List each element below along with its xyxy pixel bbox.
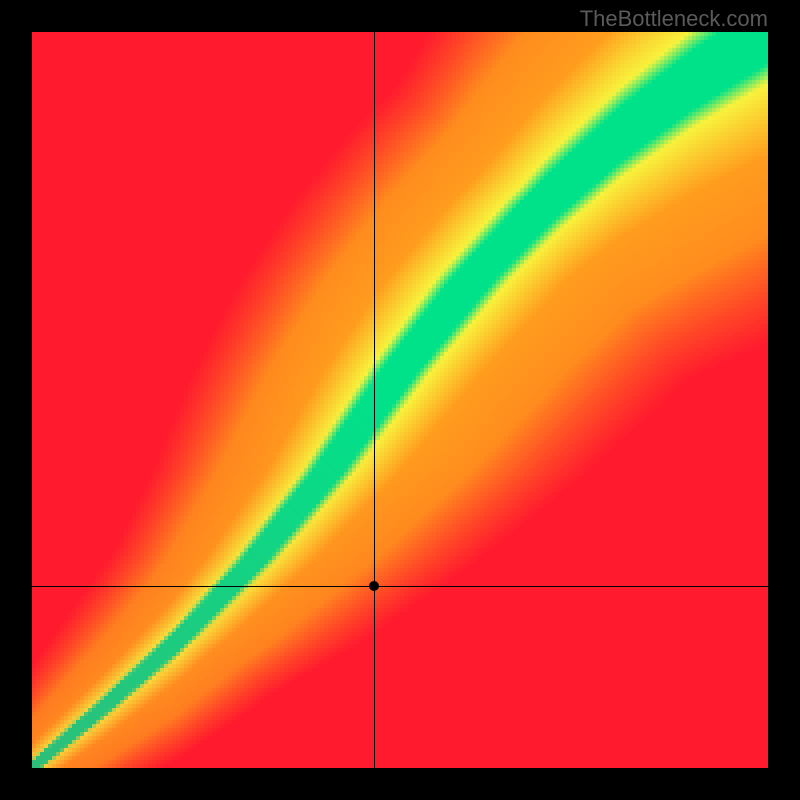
heatmap-canvas [32,32,768,768]
watermark-text: TheBottleneck.com [580,6,768,32]
marker-dot [369,581,379,591]
heatmap-plot [32,32,768,768]
crosshair-horizontal [32,586,768,587]
crosshair-vertical [374,32,375,768]
